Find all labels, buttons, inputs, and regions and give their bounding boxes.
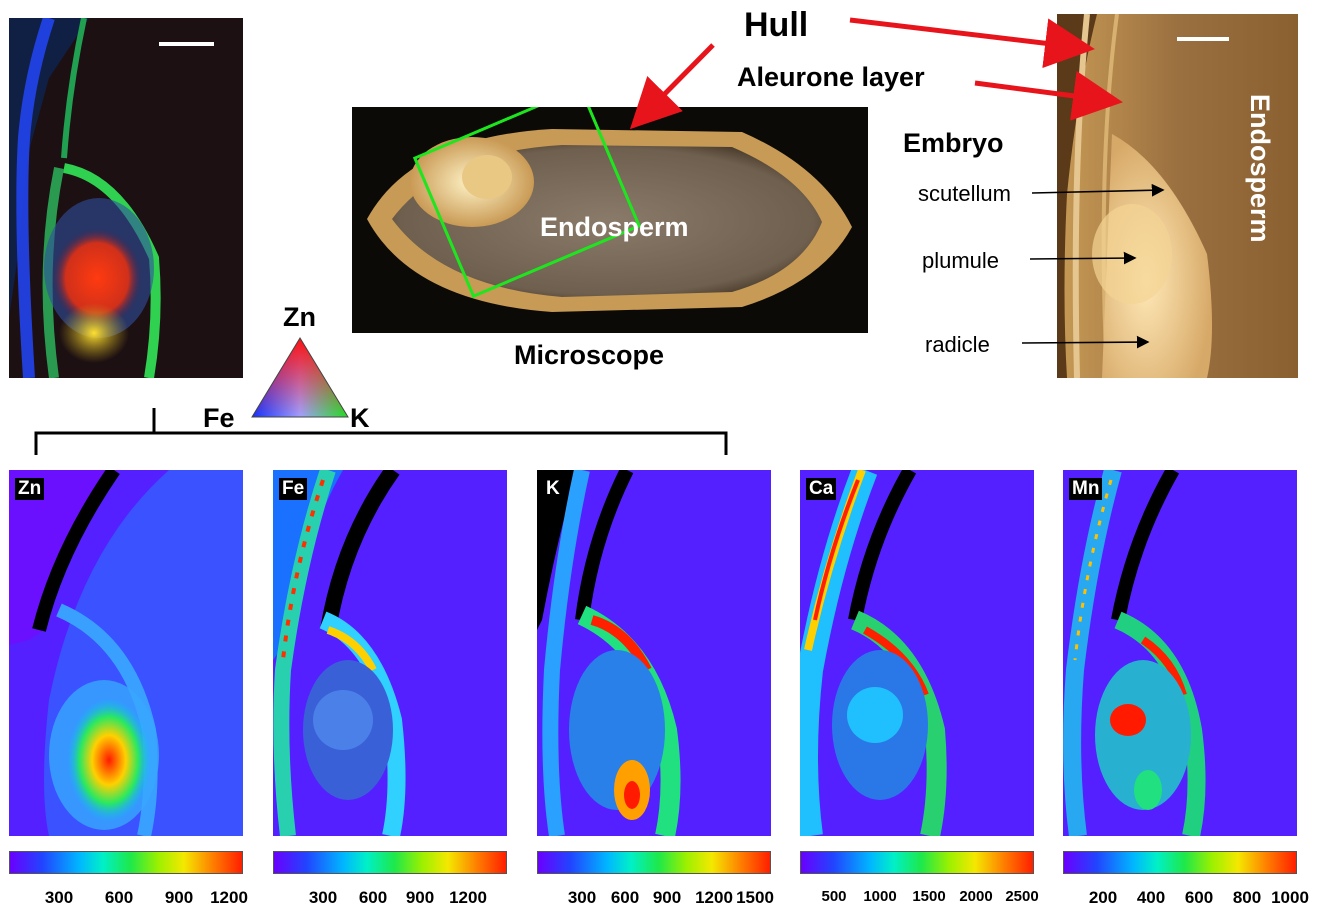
map-element-label: K xyxy=(543,478,563,500)
mn-map: Mn xyxy=(1063,470,1297,836)
seed-microscope-photo: Endosperm xyxy=(352,107,868,333)
microscope-label: Microscope xyxy=(514,340,665,370)
region-box xyxy=(412,107,642,299)
k-colorbar xyxy=(537,851,771,874)
color-triangle-legend: Zn Fe K xyxy=(200,300,390,433)
rgb-composite-image xyxy=(9,18,243,378)
ca-colorbar xyxy=(800,851,1034,874)
bracket xyxy=(34,431,728,455)
hull-label: Hull xyxy=(744,6,809,44)
map-element-label: Zn xyxy=(15,478,45,500)
plumule-arrow xyxy=(1029,251,1137,265)
embryo-label: Embryo xyxy=(903,128,1004,158)
endosperm-center-label: Endosperm xyxy=(540,212,689,242)
k-colorbar-ticks: 300 600 900 1200 1500 xyxy=(567,888,774,907)
triangle-label-k: K xyxy=(350,403,370,433)
aleurone-arrow xyxy=(974,71,1123,121)
aleurone-layer-label: Aleurone layer xyxy=(737,62,925,92)
fe-colorbar xyxy=(273,851,507,874)
hull-arrow-seed xyxy=(629,43,715,130)
scutellum-label: scutellum xyxy=(918,181,1011,206)
zn-colorbar-ticks: 300 600 900 1200 xyxy=(44,888,248,907)
zn-colorbar xyxy=(9,851,243,874)
triangle-label-zn: Zn xyxy=(283,302,316,332)
mn-colorbar-ticks: 200 400 600 800 1000 xyxy=(1088,888,1309,907)
mn-colorbar xyxy=(1063,851,1297,874)
zn-map: Zn xyxy=(9,470,243,836)
radicle-label: radicle xyxy=(925,332,990,357)
plumule-label: plumule xyxy=(922,248,1000,273)
triangle-label-fe: Fe xyxy=(203,403,235,433)
k-map: K xyxy=(537,470,771,836)
map-element-label: Fe xyxy=(279,478,308,500)
scutellum-arrow xyxy=(1031,183,1165,197)
fe-colorbar-ticks: 300 600 900 1200 xyxy=(308,888,487,907)
hull-arrow-right xyxy=(849,17,1095,69)
ca-colorbar-ticks: 500 1000 1500 2000 2500 xyxy=(821,888,1039,905)
fe-map: Fe xyxy=(273,470,507,836)
ca-map: Ca xyxy=(800,470,1034,836)
map-element-label: Ca xyxy=(806,478,837,500)
radicle-arrow xyxy=(1021,335,1150,349)
map-element-label: Mn xyxy=(1069,478,1103,500)
